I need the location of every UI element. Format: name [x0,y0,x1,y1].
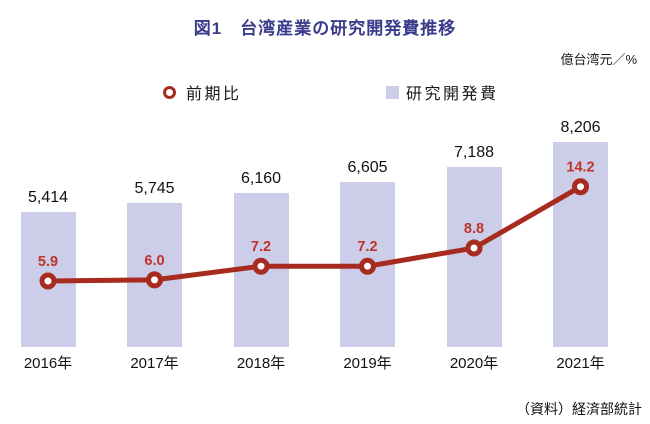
legend-item-bar: 研究開発費 [386,80,499,104]
axis-unit-label: 億台湾元／% [560,52,637,67]
x-axis-label: 2017年 [130,355,179,372]
rate-line-marker-icon [252,257,270,275]
bar-value-label: 6,160 [240,170,282,187]
bar-value-label: 8,206 [560,118,601,136]
bar-2020年 [446,167,502,347]
rate-line-marker-icon [465,239,483,257]
rate-value-label: 8.8 [464,221,484,237]
legend-line-label: 前期比 [186,86,242,103]
rate-line-marker-icon [359,257,376,275]
legend-item-line: 前期比 [163,80,242,104]
rate-line-marker-icon [572,178,589,196]
chart-title: 図1 台湾産業の研究開発費推移 [193,19,457,38]
bar-2021年 [553,141,608,347]
rate-line-marker-icon [146,271,163,289]
x-axis-label: 2016年 [23,355,73,372]
rate-value-label: 5.9 [38,254,58,270]
rate-line [47,184,582,284]
rate-line-marker-icon [39,272,57,290]
bar-value-label: 7,188 [453,144,495,162]
source-note: （資料）経済部統計 [516,403,642,418]
x-axis-label: 2021年 [556,355,605,372]
x-axis-label: 2018年 [236,355,286,372]
rate-value-label: 7.2 [251,239,271,255]
bar-series-swatch-icon [386,85,399,99]
legend: 前期比 研究開発費 [0,80,650,103]
rate-value-label: 14.2 [566,160,594,176]
bar-value-label: 5,745 [134,180,175,198]
bar-value-label: 5,414 [27,188,69,206]
x-axis-label: 2020年 [449,355,499,372]
rate-value-label: 6.0 [144,253,164,269]
x-axis-label: 2019年 [343,355,392,372]
rate-value-label: 7.2 [357,239,377,255]
bar-value-label: 6,605 [347,158,388,176]
line-series-marker-icon [163,85,176,99]
legend-bar-label: 研究開発費 [406,86,499,103]
